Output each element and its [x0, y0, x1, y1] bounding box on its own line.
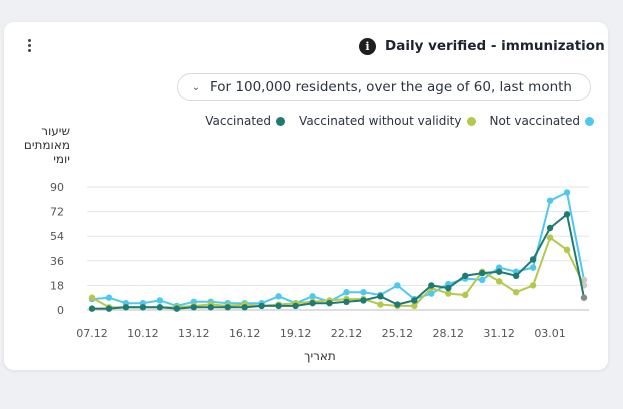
- legend-label-vaccinated-without-validity: Vaccinated without validity: [299, 114, 462, 128]
- data-point: [156, 304, 164, 311]
- data-point: [88, 305, 96, 312]
- data-point: [563, 211, 571, 218]
- chart-card: i Daily verified - immunization ⌄ For 10…: [4, 22, 608, 370]
- x-tick-label: 31.12: [483, 327, 515, 340]
- data-point: [546, 234, 554, 241]
- series-line: [92, 213, 585, 310]
- y-tick-label: 54: [50, 230, 64, 243]
- legend-item-vaccinated-without-validity[interactable]: Vaccinated without validity: [299, 114, 476, 128]
- data-point: [462, 291, 469, 299]
- data-point: [495, 268, 503, 275]
- y-tick-label: 36: [50, 255, 64, 268]
- data-point: [445, 290, 452, 297]
- x-tick-label: 25.12: [382, 327, 414, 340]
- data-point: [563, 189, 571, 196]
- data-point: [479, 276, 486, 284]
- line-chart: 0 18 36 54 72 90 07.12 10.12 13.12 16.12 19.12 22.1…: [50, 181, 589, 340]
- legend-dot-icon: [276, 116, 286, 126]
- y-tick-label: 90: [50, 181, 64, 194]
- data-point: [309, 299, 316, 307]
- data-point: [479, 269, 486, 277]
- data-point: [360, 297, 367, 304]
- data-point: [343, 298, 350, 305]
- data-point: [139, 304, 147, 311]
- x-tick-label: 07.12: [76, 327, 108, 340]
- data-point: [292, 302, 299, 310]
- data-point: [224, 304, 231, 311]
- legend-item-vaccinated[interactable]: Vaccinated: [205, 114, 286, 128]
- data-point: [546, 224, 554, 232]
- data-point: [156, 297, 164, 304]
- x-tick-label: 19.12: [280, 327, 312, 340]
- data-point: [173, 305, 181, 312]
- chart-legend: Vaccinated Vaccinated without validity N…: [205, 114, 594, 128]
- x-axis-label: תאריך: [304, 349, 336, 363]
- data-point: [105, 305, 113, 312]
- population-filter-dropdown[interactable]: ⌄ For 100,000 residents, over the age of…: [177, 73, 591, 101]
- x-tick-label: 22.12: [331, 327, 363, 340]
- data-point: [377, 301, 384, 308]
- data-point: [529, 256, 537, 263]
- data-point: [495, 278, 503, 285]
- data-point: [394, 282, 401, 289]
- data-point: [428, 290, 435, 297]
- data-point: [105, 294, 113, 301]
- info-icon[interactable]: i: [359, 38, 376, 55]
- data-point: [343, 289, 350, 296]
- data-point: [512, 289, 520, 296]
- y-tick-label: 72: [50, 206, 64, 219]
- data-point: [275, 302, 282, 310]
- x-tick-label: 03.01: [534, 327, 566, 340]
- data-point: [512, 272, 520, 280]
- y-tick-label: 18: [50, 279, 64, 292]
- chart-title: Daily verified - immunization: [385, 38, 605, 54]
- data-point: [546, 197, 554, 204]
- legend-label-not-vaccinated: Not vaccinated: [489, 114, 581, 128]
- data-point: [309, 293, 316, 300]
- data-point: [428, 282, 435, 289]
- y-axis-label: שיעור מאומתים יומי: [23, 124, 70, 166]
- data-point: [411, 297, 418, 304]
- kebab-menu-icon[interactable]: [24, 39, 34, 57]
- data-point: [411, 302, 418, 310]
- data-point: [563, 246, 571, 254]
- data-point: [529, 264, 537, 271]
- legend-dot-icon: [585, 116, 594, 126]
- legend-label-vaccinated: Vaccinated: [205, 114, 272, 128]
- data-point: [360, 289, 367, 296]
- data-point: [275, 293, 282, 300]
- x-tick-label: 16.12: [229, 327, 261, 340]
- data-point: [377, 293, 384, 300]
- legend-item-not-vaccinated[interactable]: Not vaccinated: [489, 114, 594, 128]
- x-tick-label: 28.12: [433, 327, 465, 340]
- data-point: [445, 284, 452, 292]
- data-point: [190, 304, 197, 311]
- legend-dot-icon: [466, 116, 476, 126]
- data-point: [394, 301, 401, 308]
- data-point: [326, 299, 333, 307]
- data-point: [529, 282, 537, 289]
- x-tick-label: 10.12: [127, 327, 159, 340]
- data-point: [88, 294, 96, 301]
- data-point: [462, 272, 469, 280]
- y-tick-label: 0: [57, 304, 64, 317]
- data-point: [258, 302, 265, 310]
- data-point: [122, 304, 130, 311]
- data-point: [580, 294, 588, 301]
- data-point: [207, 304, 214, 311]
- dropdown-selected-label: For 100,000 residents, over the age of 6…: [210, 79, 572, 95]
- data-point: [241, 304, 248, 311]
- x-tick-label: 13.12: [178, 327, 210, 340]
- chevron-down-icon: ⌄: [191, 81, 201, 93]
